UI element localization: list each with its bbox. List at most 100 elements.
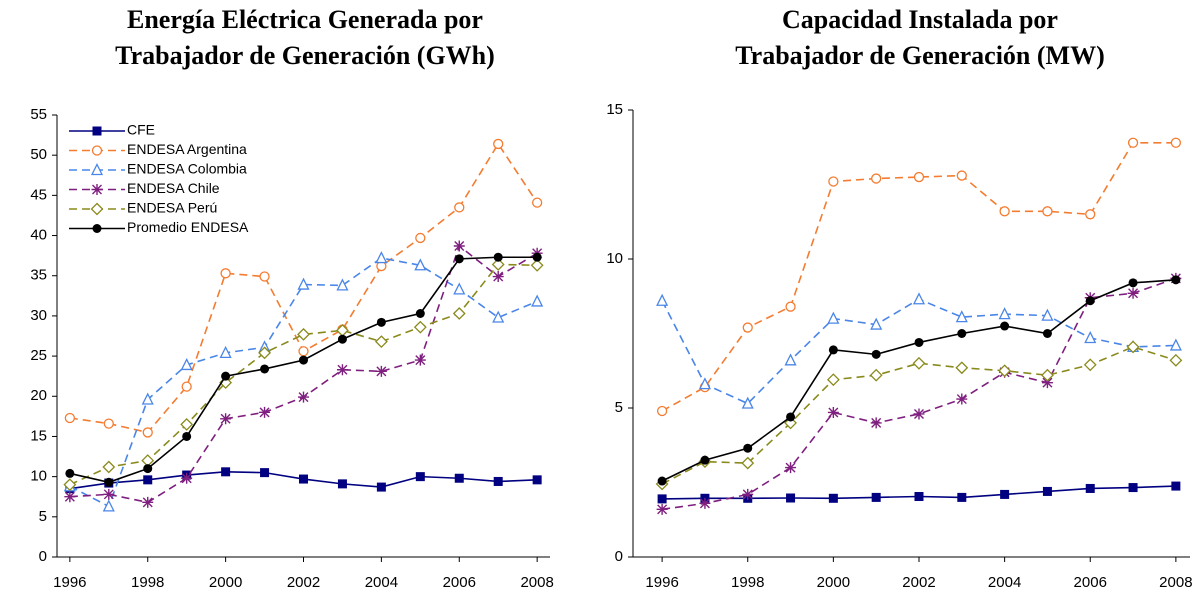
marker xyxy=(1170,137,1182,148)
marker xyxy=(1085,483,1095,493)
marker xyxy=(912,292,926,305)
marker xyxy=(259,406,271,418)
x-tick-label: 1996 xyxy=(645,574,678,591)
marker xyxy=(91,145,103,156)
y-tick-label: 35 xyxy=(30,267,47,284)
marker xyxy=(1171,481,1181,491)
marker xyxy=(143,475,153,485)
marker xyxy=(998,364,1012,378)
marker xyxy=(1042,206,1053,217)
marker xyxy=(453,282,466,295)
marker xyxy=(912,356,926,370)
marker xyxy=(141,392,154,405)
marker xyxy=(299,355,308,365)
marker xyxy=(1171,275,1181,285)
marker xyxy=(103,488,115,500)
marker xyxy=(260,364,270,374)
marker xyxy=(870,417,882,429)
marker xyxy=(785,301,796,312)
marker xyxy=(1000,321,1010,331)
marker xyxy=(1083,358,1097,372)
chart-title: Capacidad Instalada por xyxy=(782,5,1058,34)
marker xyxy=(1042,329,1052,338)
x-tick-label: 1998 xyxy=(131,574,164,591)
chart-title: Trabajador de Generación (GWh) xyxy=(115,41,495,70)
marker xyxy=(337,479,347,489)
marker xyxy=(260,468,270,478)
y-tick-label: 10 xyxy=(606,250,623,267)
marker xyxy=(913,171,925,183)
marker xyxy=(1041,308,1054,321)
y-tick-label: 15 xyxy=(30,427,47,444)
marker xyxy=(656,405,668,417)
marker xyxy=(530,258,544,272)
marker xyxy=(1169,338,1182,351)
marker xyxy=(1084,331,1097,344)
marker xyxy=(914,337,924,347)
marker xyxy=(827,406,839,418)
y-tick-label: 10 xyxy=(30,468,47,485)
series-line xyxy=(69,256,538,484)
marker xyxy=(415,232,426,244)
marker xyxy=(957,492,967,502)
series-line xyxy=(69,263,538,486)
marker xyxy=(143,464,153,474)
marker xyxy=(657,494,667,504)
marker xyxy=(180,357,193,371)
marker xyxy=(700,455,710,465)
marker xyxy=(104,477,114,487)
marker xyxy=(90,202,104,216)
marker xyxy=(998,307,1011,320)
x-tick-label: 2000 xyxy=(817,574,850,591)
marker xyxy=(828,493,838,503)
marker xyxy=(828,176,839,187)
marker xyxy=(375,365,387,377)
marker xyxy=(181,381,192,392)
marker xyxy=(656,503,668,515)
marker xyxy=(63,478,77,492)
marker xyxy=(784,353,797,366)
marker xyxy=(741,456,755,470)
marker xyxy=(336,364,348,376)
marker xyxy=(221,371,231,381)
marker xyxy=(871,349,881,359)
series-line xyxy=(661,141,1176,412)
marker xyxy=(1128,483,1138,493)
x-tick-label: 2004 xyxy=(988,574,1021,591)
marker xyxy=(956,170,967,181)
marker xyxy=(914,492,924,502)
marker xyxy=(1127,137,1139,148)
marker xyxy=(493,252,503,262)
marker xyxy=(337,334,347,344)
marker xyxy=(786,412,796,422)
marker xyxy=(657,476,667,486)
marker xyxy=(297,277,310,290)
marker xyxy=(298,391,309,403)
marker xyxy=(999,206,1010,217)
marker xyxy=(871,492,881,502)
x-tick-label: 2002 xyxy=(902,574,935,591)
marker xyxy=(454,254,464,264)
y-tick-label: 30 xyxy=(30,307,47,324)
marker xyxy=(219,345,232,359)
marker xyxy=(65,468,75,478)
x-tick-label: 2002 xyxy=(287,574,320,591)
x-tick-label: 2006 xyxy=(443,574,476,591)
marker xyxy=(742,488,754,500)
marker xyxy=(870,317,883,330)
x-tick-label: 2008 xyxy=(1159,574,1192,591)
marker xyxy=(376,482,386,492)
x-tick-label: 1996 xyxy=(53,574,86,591)
marker xyxy=(102,499,115,512)
y-tick-label: 0 xyxy=(615,548,623,565)
marker xyxy=(102,460,116,474)
marker xyxy=(871,173,882,184)
marker xyxy=(220,413,232,425)
legend-label: Promedio ENDESA xyxy=(127,219,249,235)
legend-label: ENDESA Colombia xyxy=(127,161,247,177)
marker xyxy=(91,184,103,195)
marker xyxy=(532,252,542,262)
marker xyxy=(142,427,153,438)
marker xyxy=(92,126,102,136)
